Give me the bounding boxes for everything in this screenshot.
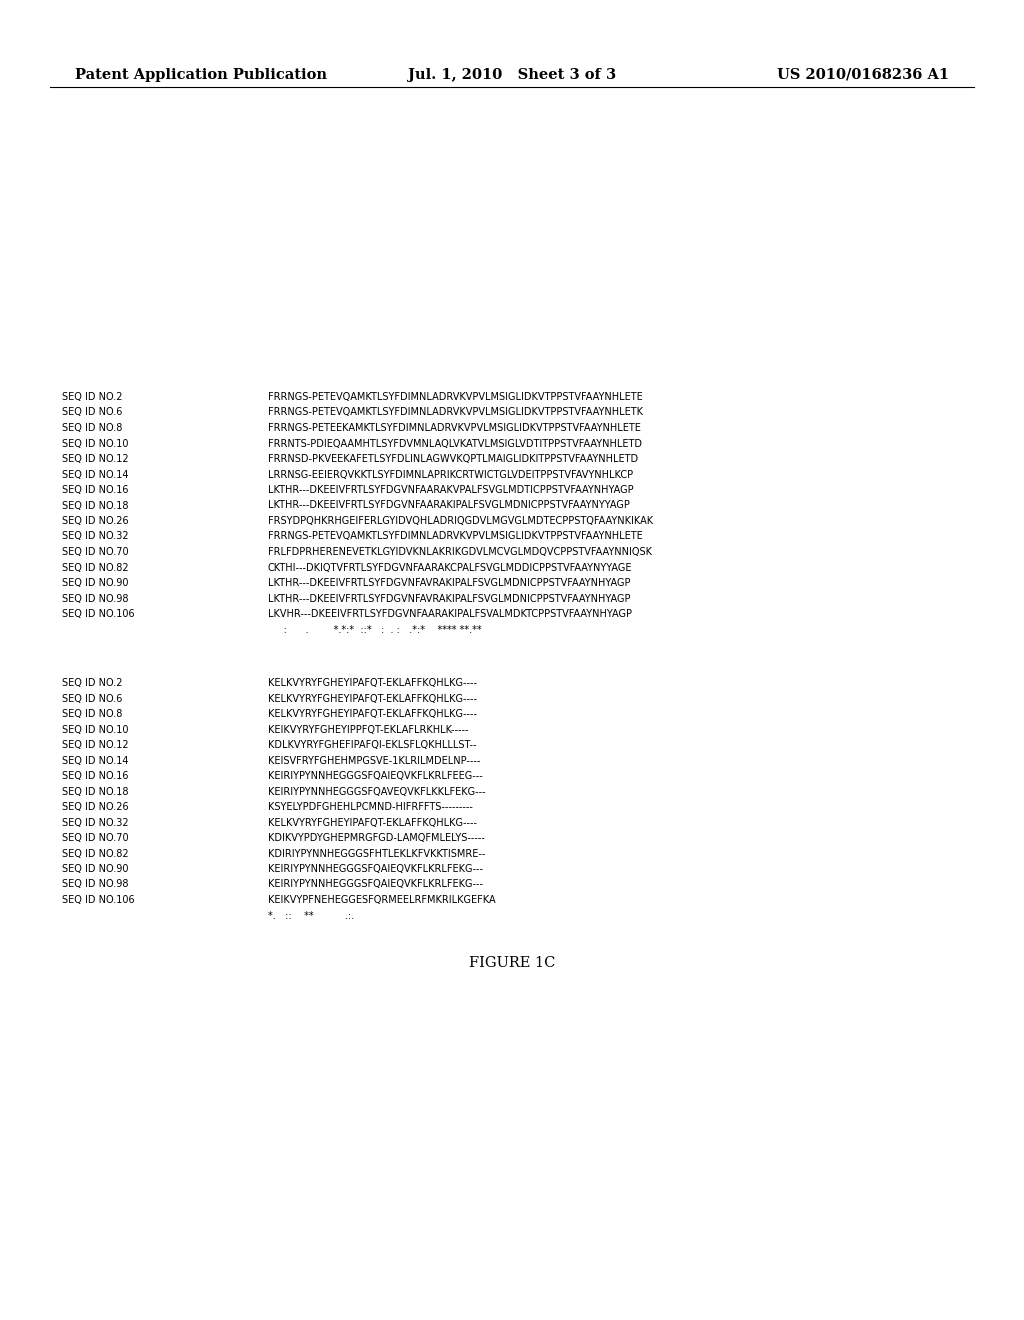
Text: FRLFDPRHERENEVETKLGYIDVKNLAKRIKGDVLMCVGLMDQVCPPSTVFAAYNNIQSK: FRLFDPRHERENEVETKLGYIDVKNLAKRIKGDVLMCVGL… xyxy=(268,546,652,557)
Text: SEQ ID NO.6: SEQ ID NO.6 xyxy=(62,693,123,704)
Text: SEQ ID NO.14: SEQ ID NO.14 xyxy=(62,470,128,479)
Text: KEIKVYRYFGHEYIPPFQT-EKLAFLRKHLK-----: KEIKVYRYFGHEYIPPFQT-EKLAFLRKHLK----- xyxy=(268,725,469,734)
Text: SEQ ID NO.98: SEQ ID NO.98 xyxy=(62,594,128,603)
Text: CKTHI---DKIQTVFRTLSYFDGVNFAARAKCPALFSVGLMDDICPPSTVFAAYNYYAGE: CKTHI---DKIQTVFRTLSYFDGVNFAARAKCPALFSVGL… xyxy=(268,562,633,573)
Text: KEISVFRYFGHEHMPGSVE-1KLRILMDELNP----: KEISVFRYFGHEHMPGSVE-1KLRILMDELNP---- xyxy=(268,755,480,766)
Text: SEQ ID NO.98: SEQ ID NO.98 xyxy=(62,879,128,890)
Text: FRRNGS-PETEVQAMKTLSYFDIMNLADRVKVPVLMSIGLIDKVTPPSTVFAAYNHLETK: FRRNGS-PETEVQAMKTLSYFDIMNLADRVKVPVLMSIGL… xyxy=(268,408,643,417)
Text: FRRNGS-PETEVQAMKTLSYFDIMNLADRVKVPVLMSIGLIDKVTPPSTVFAAYNHLETE: FRRNGS-PETEVQAMKTLSYFDIMNLADRVKVPVLMSIGL… xyxy=(268,532,643,541)
Text: SEQ ID NO.6: SEQ ID NO.6 xyxy=(62,408,123,417)
Text: SEQ ID NO.14: SEQ ID NO.14 xyxy=(62,755,128,766)
Text: SEQ ID NO.10: SEQ ID NO.10 xyxy=(62,725,128,734)
Text: KELKVYRYFGHEYIPAFQT-EKLAFFKQHLKG----: KELKVYRYFGHEYIPAFQT-EKLAFFKQHLKG---- xyxy=(268,693,477,704)
Text: SEQ ID NO.26: SEQ ID NO.26 xyxy=(62,803,129,812)
Text: FRRNSD-PKVEEKAFETLSYFDLINLAGWVKQPTLMAIGLIDKITPPSTVFAAYNHLETD: FRRNSD-PKVEEKAFETLSYFDLINLAGWVKQPTLMAIGL… xyxy=(268,454,638,465)
Text: KEIRIYPYNNHEGGGSFQAIEQVKFLKRLFEKG---: KEIRIYPYNNHEGGGSFQAIEQVKFLKRLFEKG--- xyxy=(268,865,483,874)
Text: SEQ ID NO.18: SEQ ID NO.18 xyxy=(62,500,128,511)
Text: LKVHR---DKEEIVFRTLSYFDGVNFAARAKIPALFSVALMDKTCPPSTVFAAYNHYAGP: LKVHR---DKEEIVFRTLSYFDGVNFAARAKIPALFSVAL… xyxy=(268,609,632,619)
Text: KEIRIYPYNNHEGGGSFQAIEQVKFLKRLFEKG---: KEIRIYPYNNHEGGGSFQAIEQVKFLKRLFEKG--- xyxy=(268,879,483,890)
Text: SEQ ID NO.90: SEQ ID NO.90 xyxy=(62,865,128,874)
Text: FRRNGS-PETEVQAMKTLSYFDIMNLADRVKVPVLMSIGLIDKVTPPSTVFAAYNHLETE: FRRNGS-PETEVQAMKTLSYFDIMNLADRVKVPVLMSIGL… xyxy=(268,392,643,403)
Text: SEQ ID NO.2: SEQ ID NO.2 xyxy=(62,392,123,403)
Text: KDLKVYRYFGHEFIPAFQI-EKLSFLQKHLLLST--: KDLKVYRYFGHEFIPAFQI-EKLSFLQKHLLLST-- xyxy=(268,741,476,750)
Text: SEQ ID NO.2: SEQ ID NO.2 xyxy=(62,678,123,688)
Text: SEQ ID NO.106: SEQ ID NO.106 xyxy=(62,895,134,906)
Text: FRRNGS-PETEEKAMKTLSYFDIMNLADRVKVPVLMSIGLIDKVTPPSTVFAAYNHLETE: FRRNGS-PETEEKAMKTLSYFDIMNLADRVKVPVLMSIGL… xyxy=(268,422,641,433)
Text: SEQ ID NO.106: SEQ ID NO.106 xyxy=(62,609,134,619)
Text: LKTHR---DKEEIVFRTLSYFDGVNFAVRAKIPALFSVGLMDNICPPSTVFAAYNHYAGP: LKTHR---DKEEIVFRTLSYFDGVNFAVRAKIPALFSVGL… xyxy=(268,594,631,603)
Text: SEQ ID NO.90: SEQ ID NO.90 xyxy=(62,578,128,587)
Text: KEIRIYPYNNHEGGGSFQAIEQVKFLKRLFEEG---: KEIRIYPYNNHEGGGSFQAIEQVKFLKRLFEEG--- xyxy=(268,771,482,781)
Text: Jul. 1, 2010   Sheet 3 of 3: Jul. 1, 2010 Sheet 3 of 3 xyxy=(408,69,616,82)
Text: LRRNSG-EEIERQVKKTLSYFDIMNLAPRIKCRTWICTGLVDEITPPSTVFAVYNHLKCP: LRRNSG-EEIERQVKKTLSYFDIMNLAPRIKCRTWICTGL… xyxy=(268,470,633,479)
Text: KDIRIYPYNNHEGGGSFHTLEKLKFVKKTISMRE--: KDIRIYPYNNHEGGGSFHTLEKLKFVKKTISMRE-- xyxy=(268,849,485,858)
Text: SEQ ID NO.12: SEQ ID NO.12 xyxy=(62,454,129,465)
Text: SEQ ID NO.26: SEQ ID NO.26 xyxy=(62,516,129,525)
Text: SEQ ID NO.82: SEQ ID NO.82 xyxy=(62,849,129,858)
Text: US 2010/0168236 A1: US 2010/0168236 A1 xyxy=(777,69,949,82)
Text: SEQ ID NO.70: SEQ ID NO.70 xyxy=(62,833,129,843)
Text: SEQ ID NO.70: SEQ ID NO.70 xyxy=(62,546,129,557)
Text: KSYELYPDFGHEHLPCMND-HIFRFFTS---------: KSYELYPDFGHEHLPCMND-HIFRFFTS--------- xyxy=(268,803,473,812)
Text: LKTHR---DKEEIVFRTLSYFDGVNFAVRAKIPALFSVGLMDNICPPSTVFAAYNHYAGP: LKTHR---DKEEIVFRTLSYFDGVNFAVRAKIPALFSVGL… xyxy=(268,578,631,587)
Text: FRRNTS-PDIEQAAMHTLSYFDVMNLAQLVKATVLMSIGLVDTITPPSTVFAAYNHLETD: FRRNTS-PDIEQAAMHTLSYFDVMNLAQLVKATVLMSIGL… xyxy=(268,438,642,449)
Text: KELKVYRYFGHEYIPAFQT-EKLAFFKQHLKG----: KELKVYRYFGHEYIPAFQT-EKLAFFKQHLKG---- xyxy=(268,817,477,828)
Text: KEIKVYPFNEHEGGESFQRMEELRFMKRILKGEFKA: KEIKVYPFNEHEGGESFQRMEELRFMKRILKGEFKA xyxy=(268,895,496,906)
Text: SEQ ID NO.8: SEQ ID NO.8 xyxy=(62,422,123,433)
Text: SEQ ID NO.8: SEQ ID NO.8 xyxy=(62,709,123,719)
Text: KELKVYRYFGHEYIPAFQT-EKLAFFKQHLKG----: KELKVYRYFGHEYIPAFQT-EKLAFFKQHLKG---- xyxy=(268,709,477,719)
Text: SEQ ID NO.10: SEQ ID NO.10 xyxy=(62,438,128,449)
Text: SEQ ID NO.32: SEQ ID NO.32 xyxy=(62,817,129,828)
Text: Patent Application Publication: Patent Application Publication xyxy=(75,69,327,82)
Text: KELKVYRYFGHEYIPAFQT-EKLAFFKQHLKG----: KELKVYRYFGHEYIPAFQT-EKLAFFKQHLKG---- xyxy=(268,678,477,688)
Text: :      .        *.*:*  ::*   :  . :   .*:*    **** **.**: : . *.*:* ::* : . : .*:* **** **.** xyxy=(268,624,481,635)
Text: KEIRIYPYNNHEGGGSFQAVEQVKFLKKLFEKG---: KEIRIYPYNNHEGGGSFQAVEQVKFLKKLFEKG--- xyxy=(268,787,485,796)
Text: FRSYDPQHKRHGEIFERLGYIDVQHLADRIQGDVLMGVGLMDTECPPSTQFAAYNKIKAK: FRSYDPQHKRHGEIFERLGYIDVQHLADRIQGDVLMGVGL… xyxy=(268,516,653,525)
Text: *.   ::    **          .:.: *. :: ** .:. xyxy=(268,911,354,920)
Text: SEQ ID NO.32: SEQ ID NO.32 xyxy=(62,532,129,541)
Text: LKTHR---DKEEIVFRTLSYFDGVNFAARAKVPALFSVGLMDTICPPSTVFAAYNHYAGP: LKTHR---DKEEIVFRTLSYFDGVNFAARAKVPALFSVGL… xyxy=(268,484,634,495)
Text: KDIKVYPDYGHEPMRGFGD-LAMQFMLELYS-----: KDIKVYPDYGHEPMRGFGD-LAMQFMLELYS----- xyxy=(268,833,485,843)
Text: SEQ ID NO.12: SEQ ID NO.12 xyxy=(62,741,129,750)
Text: SEQ ID NO.16: SEQ ID NO.16 xyxy=(62,771,128,781)
Text: SEQ ID NO.18: SEQ ID NO.18 xyxy=(62,787,128,796)
Text: SEQ ID NO.16: SEQ ID NO.16 xyxy=(62,484,128,495)
Text: SEQ ID NO.82: SEQ ID NO.82 xyxy=(62,562,129,573)
Text: FIGURE 1C: FIGURE 1C xyxy=(469,956,555,970)
Text: LKTHR---DKEEIVFRTLSYFDGVNFAARAKIPALFSVGLMDNICPPSTVFAAYNYYAGP: LKTHR---DKEEIVFRTLSYFDGVNFAARAKIPALFSVGL… xyxy=(268,500,630,511)
